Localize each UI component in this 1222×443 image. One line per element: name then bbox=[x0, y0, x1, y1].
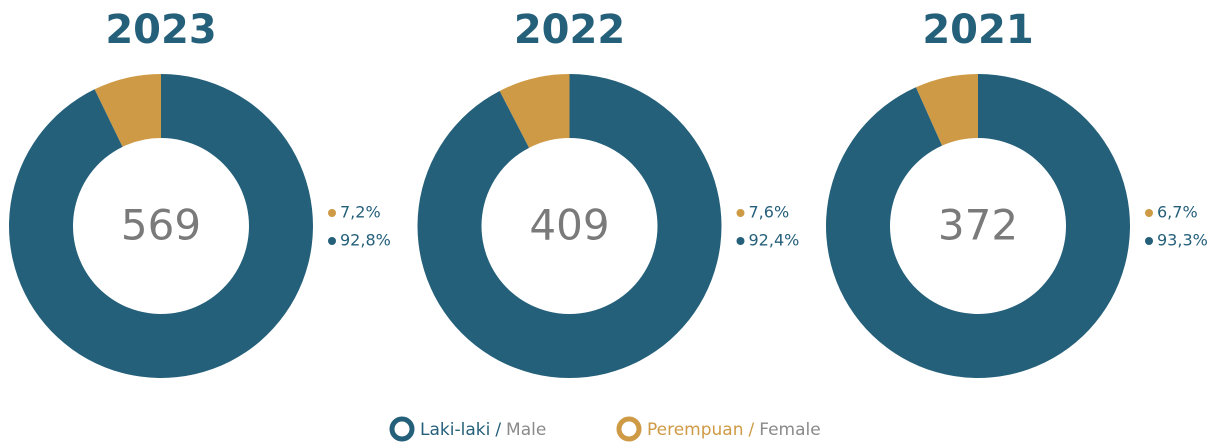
label-dot bbox=[1145, 209, 1153, 217]
value-label: 93,3% bbox=[1157, 231, 1208, 250]
value-label: 92,8% bbox=[340, 231, 391, 250]
legend-icon bbox=[616, 416, 642, 442]
slice bbox=[499, 74, 570, 148]
legend-name: Laki-laki bbox=[420, 420, 490, 440]
legend-separator: / bbox=[495, 420, 501, 440]
total-label: 372 bbox=[938, 201, 1018, 250]
chart-title: 2021 bbox=[922, 7, 1033, 53]
label-dot bbox=[328, 209, 336, 217]
legend-translation: Male bbox=[506, 420, 546, 440]
slice bbox=[417, 74, 722, 379]
legend-separator: / bbox=[749, 420, 755, 440]
chart-title: 2023 bbox=[105, 7, 216, 53]
label-dot bbox=[736, 237, 745, 245]
slice bbox=[915, 74, 978, 146]
chart-title: 2022 bbox=[514, 7, 625, 53]
legend-icon bbox=[389, 416, 415, 442]
value-label: 7,6% bbox=[749, 203, 790, 222]
label-dot bbox=[1145, 237, 1153, 245]
total-label: 569 bbox=[121, 201, 201, 250]
legend-entry: Perempuan / Female bbox=[647, 420, 821, 440]
slice bbox=[9, 74, 314, 378]
value-label: 7,2% bbox=[340, 203, 381, 222]
slice bbox=[94, 74, 161, 147]
legend-entry: Laki-laki / Male bbox=[420, 420, 546, 440]
label-dot bbox=[328, 237, 336, 245]
value-label: 92,4% bbox=[749, 231, 800, 250]
value-label: 6,7% bbox=[1157, 203, 1198, 222]
legend-name: Perempuan bbox=[647, 420, 744, 440]
slice bbox=[825, 74, 1130, 378]
legend-translation: Female bbox=[759, 420, 820, 440]
total-label: 409 bbox=[529, 201, 609, 250]
label-dot bbox=[736, 209, 745, 217]
